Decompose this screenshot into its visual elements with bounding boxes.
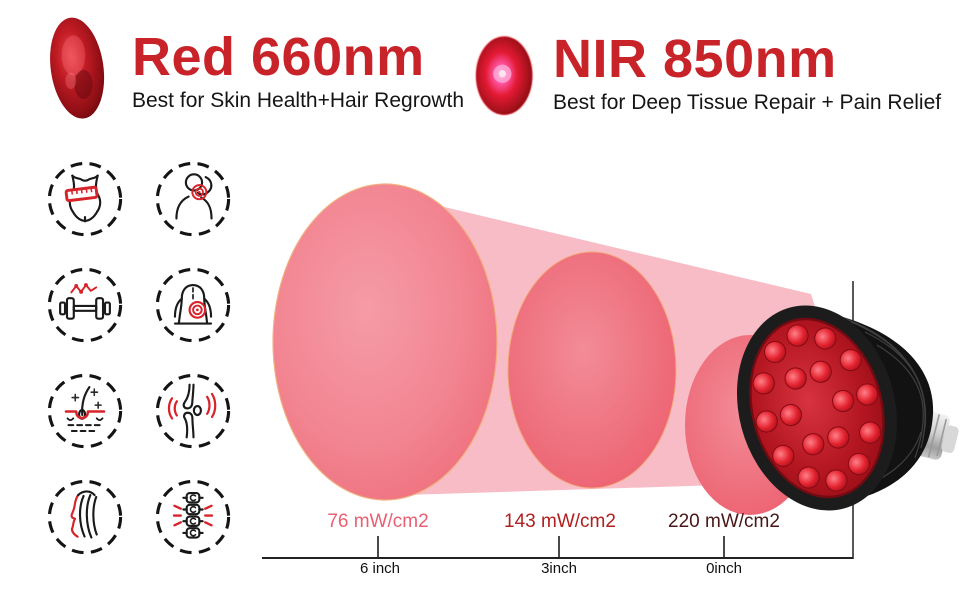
- red-660-title: Red 660nm: [132, 27, 425, 87]
- benefit-icon-grid: [46, 160, 232, 556]
- header-red-660: Red 660nm Best for Skin Health+Hair Regr…: [132, 30, 464, 113]
- light-cone-and-lamp-illustration: [272, 183, 959, 559]
- irradiance-label-6inch: 76 mW/cm2: [327, 511, 429, 532]
- distance-label-3inch: 3inch: [541, 560, 577, 577]
- nir-850-title: NIR 850nm: [553, 29, 837, 89]
- red-660-bulb-image: [50, 17, 105, 119]
- tick-3inch: [558, 536, 560, 557]
- irradiance-label-0inch: 220 mW/cm2: [668, 511, 780, 532]
- waist-slimming-icon: [47, 161, 123, 237]
- lamp-led-face: [749, 317, 885, 499]
- distance-label-6inch: 6 inch: [359, 560, 401, 577]
- facial-skin-care-icon: [47, 479, 123, 555]
- distance-label-0inch: 0inch: [706, 560, 742, 577]
- back-pain-relief-icon: [155, 267, 231, 343]
- tick-6inch: [377, 536, 379, 557]
- header-nir-850: NIR 850nm Best for Deep Tissue Repair + …: [553, 32, 941, 115]
- irradiance-label-3inch: 143 mW/cm2: [504, 511, 616, 532]
- lamp-image: [736, 305, 959, 511]
- muscle-recovery-icon: [47, 267, 123, 343]
- neck-pain-relief-icon: [155, 161, 231, 237]
- nir-850-subtitle: Best for Deep Tissue Repair + Pain Relie…: [553, 91, 942, 114]
- distance-axis-line: [262, 557, 853, 559]
- tick-0inch: [723, 536, 725, 557]
- spine-health-icon: [155, 479, 231, 555]
- beam-ellipse-6inch: [272, 183, 498, 501]
- beam-ellipse-3inch: [507, 251, 677, 489]
- nir-850-bulb-image: [474, 35, 534, 116]
- joint-pain-relief-icon: [155, 373, 231, 449]
- red-660-subtitle: Best for Skin Health+Hair Regrowth: [132, 89, 465, 112]
- skin-hair-follicle-icon: [47, 373, 123, 449]
